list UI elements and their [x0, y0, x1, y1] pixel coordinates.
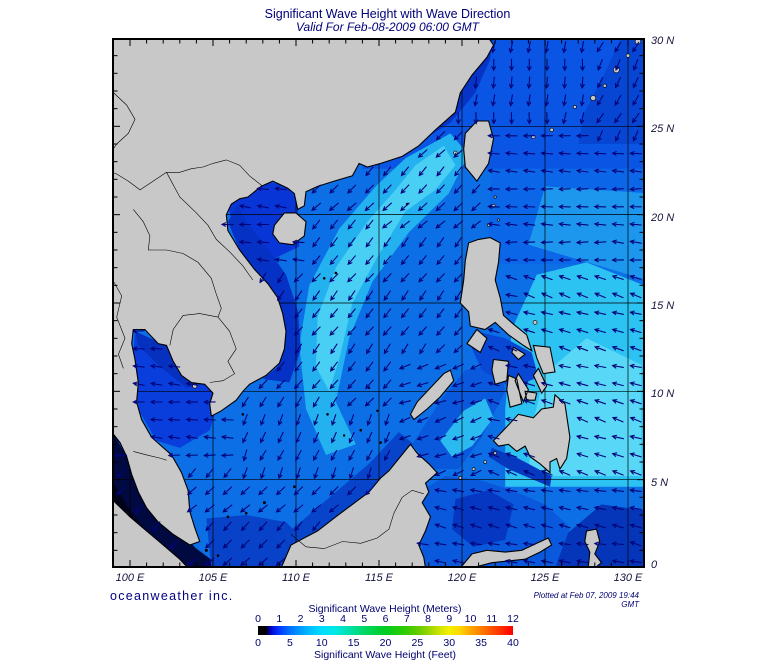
wave-height-map	[112, 38, 645, 568]
legend-meters-tick: 4	[340, 613, 346, 625]
islet	[483, 460, 488, 464]
country-border	[133, 451, 167, 461]
legend-meters-tick: 9	[446, 613, 453, 625]
islet	[493, 451, 498, 455]
country-border	[166, 159, 263, 187]
lat-label: 20 N	[651, 211, 675, 224]
plotted-timestamp: Plotted at Feb 07, 2009 19:44 GMT	[533, 591, 639, 609]
landmass	[112, 38, 603, 568]
legend-feet-tick: 25	[411, 637, 424, 649]
wave-height-region	[412, 363, 506, 470]
islet	[532, 320, 538, 325]
lat-label: 5 N	[651, 476, 669, 489]
lat-label: 30 N	[651, 34, 675, 47]
legend-gradient-bar	[258, 626, 513, 635]
islet	[293, 485, 296, 489]
legend-meters-tick: 0	[255, 613, 261, 625]
lat-label: 0	[651, 559, 658, 571]
lat-label: 25 N	[651, 123, 675, 136]
lon-label: 115 E	[365, 572, 393, 584]
country-border	[112, 172, 167, 191]
lon-label: 110 E	[282, 572, 310, 584]
oceanweather-logo: oceanweather inc.	[110, 589, 234, 603]
islet	[326, 412, 329, 416]
legend-feet-tick: 15	[347, 637, 360, 649]
country-border	[166, 172, 254, 281]
legend-meters-tick: 12	[507, 613, 519, 625]
islet	[602, 83, 607, 88]
country-border	[290, 489, 424, 549]
legend-feet-tick: 30	[443, 637, 456, 649]
islet	[334, 271, 338, 275]
legend-title-feet: Significant Wave Height (Feet)	[313, 649, 456, 661]
lon-label: 130 E	[613, 572, 643, 584]
legend-feet-tick: 40	[507, 637, 519, 649]
wave-height-region	[440, 398, 494, 457]
lat-label: 10 N	[651, 388, 675, 401]
islet	[497, 218, 500, 222]
wave-direction-arrows	[114, 41, 642, 567]
islet	[379, 441, 382, 444]
lon-label: 100 E	[115, 572, 145, 584]
country-border	[169, 313, 219, 346]
wave-height-region	[299, 133, 469, 455]
islet	[226, 515, 230, 519]
lat-label: 15 N	[651, 299, 675, 312]
legend-feet-tick: 0	[255, 637, 261, 649]
islet	[241, 412, 245, 416]
legend-meters-tick: 8	[425, 613, 431, 625]
islet	[572, 104, 577, 109]
wave-height-region	[282, 432, 414, 544]
chart-title: Significant Wave Height with Wave Direct…	[264, 7, 511, 21]
legend-feet-tick: 10	[315, 637, 328, 649]
islet	[590, 95, 597, 101]
wave-height-region	[555, 504, 645, 568]
islet	[458, 476, 463, 480]
wave-height-region	[528, 186, 645, 280]
legend-meters-tick: 11	[486, 613, 498, 625]
islet	[204, 548, 208, 552]
islet	[471, 467, 476, 471]
legend-meters-tick: 6	[382, 613, 389, 625]
islet	[244, 511, 248, 515]
legend-meters-tick: 7	[403, 613, 410, 625]
wave-height-region	[488, 447, 552, 487]
islet	[359, 428, 363, 432]
country-border	[112, 278, 126, 369]
axis-ticks	[114, 40, 643, 566]
wave-height-region	[452, 490, 514, 547]
lon-label: 125 E	[530, 572, 560, 584]
islet	[216, 554, 220, 557]
legend-title-meters: Significant Wave Height (Meters)	[308, 603, 462, 615]
legend-meters-tick: 10	[464, 613, 477, 625]
legend-meters-tick: 2	[297, 613, 304, 625]
lon-label: 105 E	[198, 572, 228, 584]
islet	[625, 53, 631, 58]
legend-feet-tick: 5	[286, 637, 293, 649]
islet	[342, 434, 346, 437]
legend-meters-tick: 3	[318, 613, 325, 625]
legend-meters-tick: 5	[361, 613, 368, 625]
legend-feet-tick: 35	[475, 637, 487, 649]
country-border	[209, 316, 237, 383]
islet	[549, 127, 554, 132]
country-border	[133, 209, 222, 318]
islet	[493, 195, 497, 199]
islet	[376, 409, 379, 412]
country-border	[112, 90, 136, 152]
legend-feet-tick: 20	[379, 637, 392, 649]
lon-label: 120 E	[447, 572, 477, 584]
islet	[322, 276, 326, 280]
chart-subtitle: Valid For Feb-08-2009 06:00 GMT	[296, 20, 479, 34]
legend-meters-tick: 1	[276, 613, 283, 625]
map-frame	[112, 38, 645, 568]
islet	[262, 501, 266, 505]
wave-height-region	[472, 331, 539, 388]
